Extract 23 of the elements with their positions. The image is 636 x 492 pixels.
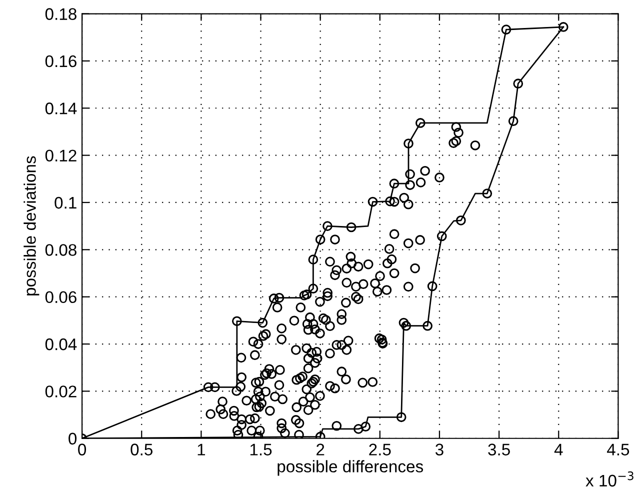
x-tick-label: 3 — [435, 444, 444, 456]
y-tick-label: 0.06 — [45, 291, 76, 304]
y-tick-label: 0.12 — [45, 150, 76, 162]
x-tick-label: 4.5 — [606, 444, 630, 456]
y-tick-label: 0.14 — [45, 102, 77, 114]
y-axis-title: possible deviations — [24, 156, 40, 296]
x-tick-label: 0 — [78, 444, 86, 456]
x-tick-label: 3.5 — [488, 444, 510, 456]
y-tick-label: 0.02 — [45, 386, 76, 398]
x-tick-label: 4 — [554, 444, 563, 456]
y-tick-label: 0 — [68, 432, 77, 445]
y-tick-label: 0.08 — [45, 244, 76, 256]
y-tick-label: 0.18 — [45, 8, 76, 20]
y-tick-label: 0.16 — [45, 55, 76, 68]
y-tick-label: 0.1 — [54, 196, 76, 209]
x-tick-label: 1 — [198, 444, 206, 456]
text: x 10$^{−3}$ — [586, 471, 634, 487]
x-axis-title: possible differences — [278, 460, 424, 476]
x-tick-label: 2 — [316, 444, 324, 456]
x-tick-label: 2.5 — [369, 444, 391, 456]
x-tick-label: 0.5 — [130, 444, 153, 456]
y-tick-label: 0.04 — [45, 338, 77, 350]
x-tick-label: 1.5 — [250, 444, 272, 456]
